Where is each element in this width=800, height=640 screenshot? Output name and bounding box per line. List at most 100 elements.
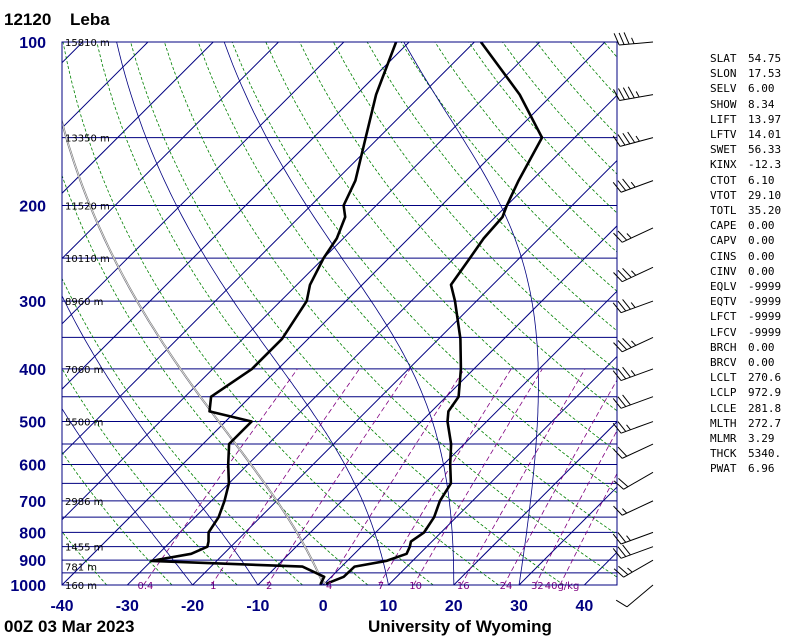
height-label: 7060 m [65,365,103,376]
wind-barb-full [617,88,625,100]
wind-barb-staff [620,396,654,409]
dry-adiabat [265,42,617,453]
wind-barb-staff [620,546,654,559]
wind-barb [612,131,654,147]
index-value: 0.00 [748,234,775,248]
wind-barb [612,178,654,193]
wind-barb-full [613,89,620,101]
wind-barb-half [626,424,631,431]
wind-barb-full [622,132,631,145]
height-label: 11520 m [65,201,110,212]
wind-barb [612,544,654,559]
isotherm-line [62,42,475,456]
isotherm-line [0,42,17,585]
wind-barb-full [617,532,627,543]
index-value: 0.00 [748,356,775,370]
temperature-tick-label: -30 [116,598,139,615]
wind-barb-staff [620,300,654,314]
index-row: EQLV -9999 [710,279,781,294]
wind-barb-full [617,340,628,351]
index-row: PWAT 6.96 [710,461,781,476]
index-row: KINX -12.3 [710,157,781,172]
index-value: 6.10 [748,173,775,187]
wind-barb [613,32,654,46]
height-label: 781 m [65,563,97,574]
pressure-tick-label: 300 [19,294,46,311]
wind-barb [612,299,654,314]
index-value: -9999 [748,280,782,294]
wind-barb [613,443,654,459]
mixing-ratio-label: 2 [266,581,272,592]
index-value: 0.00 [748,264,775,278]
index-row: SLON 17.53 [710,66,781,81]
wind-barb-full [612,370,622,381]
mixing-ratio-label: 24 [500,581,513,592]
height-label: 10110 m [65,254,110,265]
wind-barb-staff [620,531,654,545]
index-key: LCLP [710,386,737,400]
index-row: LFCT -9999 [710,309,781,324]
index-row: VTOT 29.10 [710,188,781,203]
isotherm-line [126,94,617,585]
wind-barb-full [612,135,621,147]
isotherm-line [453,421,617,585]
wind-barb-staff [623,559,654,578]
wind-barb-full [612,182,622,193]
index-key: LCLE [710,401,737,415]
index-value: -9999 [748,310,782,324]
temperature-profile [325,42,544,585]
mixing-ratio-label: 16 [457,581,470,592]
wind-barb-staff [621,443,654,459]
height-label: 13350 m [65,134,110,145]
mixing-ratio-line [266,368,411,585]
index-row: THCK 5340. [710,446,781,461]
pressure-tick-label: 600 [19,458,46,475]
wind-barb-full [617,270,628,280]
dry-adiabat [164,42,617,578]
wind-barb [613,86,654,102]
index-value: 17.53 [748,67,782,81]
parcel-path-inner [62,120,328,585]
index-value: 0.00 [748,219,775,233]
index-value: 270.6 [748,371,782,385]
wind-barb-full [613,342,623,353]
isotherm-line [388,355,617,585]
wind-barb-full [618,32,625,45]
wind-barb-full [627,86,635,99]
index-row: BRCH 0.00 [710,340,781,355]
index-value: 29.10 [748,188,782,202]
wind-barb-full [617,546,627,557]
wind-barb [613,266,654,283]
index-value: -12.3 [748,158,782,172]
temperature-tick-label: 30 [510,598,528,615]
moist-adiabat [62,295,259,585]
wind-barb-full [622,178,631,190]
wind-barb-half [631,340,637,346]
mixing-ratio-line [503,379,617,585]
temperature-tick-label: -10 [246,598,269,615]
isotherm-line [518,486,617,585]
index-row: LFTV 14.01 [710,127,781,142]
isotherm-line [62,42,279,260]
mixing-ratio-label: 32 [531,581,544,592]
dry-adiabat [62,531,108,585]
index-key: SWET [710,143,737,157]
wind-barb [613,336,654,353]
index-key: CAPE [710,219,737,233]
dry-adiabat [62,42,434,585]
index-key: SLAT [710,52,737,65]
index-row: CINV 0.00 [710,264,781,279]
index-key: MLTH [710,416,737,430]
wind-barb-half [630,370,636,376]
mixing-ratio-line [326,368,465,585]
wind-barb-full [613,33,620,46]
wind-barb [612,394,654,409]
index-value: 14.01 [748,128,782,142]
mixing-ratio-line [534,429,617,585]
wind-barb-full [622,299,631,310]
index-value: 281.8 [748,401,782,415]
index-key: LIFT [710,112,737,126]
isotherm-line [192,159,617,585]
station-header: 12120 Leba [4,10,124,30]
wind-barb-staff [623,471,654,490]
